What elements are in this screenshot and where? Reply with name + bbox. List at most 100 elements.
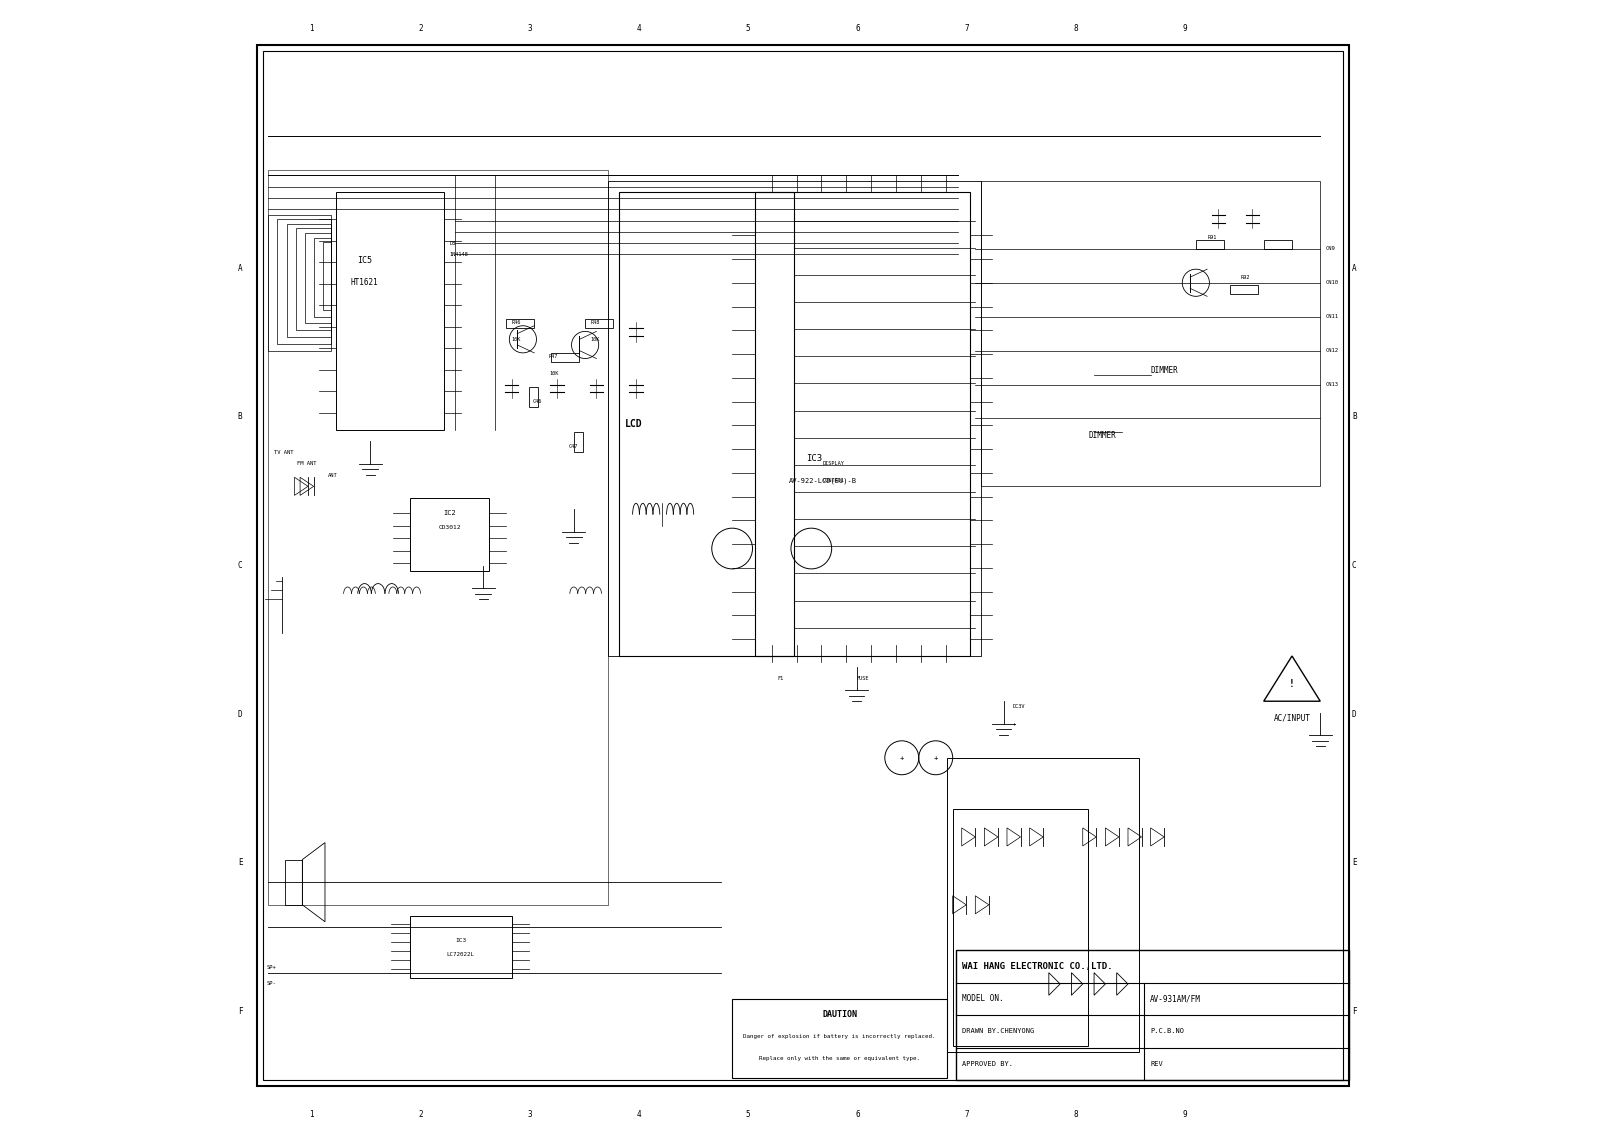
Text: +: +	[933, 754, 938, 761]
Text: B: B	[1352, 413, 1357, 422]
Text: D: D	[238, 709, 243, 718]
Text: R91: R91	[1206, 235, 1216, 240]
Text: CN11: CN11	[1326, 314, 1339, 319]
Text: REV: REV	[1150, 1061, 1163, 1067]
Bar	[506, 319, 534, 328]
Bar	[586, 319, 613, 328]
Text: P.C.B.NO: P.C.B.NO	[1150, 1028, 1184, 1035]
Text: AC/INPUT: AC/INPUT	[1274, 714, 1310, 723]
Text: R47: R47	[549, 354, 558, 359]
Text: 6: 6	[854, 1110, 859, 1119]
Text: IC3: IC3	[454, 939, 466, 943]
Text: IC2: IC2	[443, 510, 456, 517]
Bar	[1264, 240, 1291, 249]
Text: 4: 4	[637, 24, 642, 33]
Text: R48: R48	[590, 320, 600, 325]
Text: C46: C46	[533, 399, 542, 404]
Text: CD3012: CD3012	[438, 525, 461, 529]
Text: +: +	[899, 754, 904, 761]
Text: 1: 1	[309, 24, 314, 33]
Text: F1: F1	[778, 676, 784, 681]
Bar	[269, 170, 608, 905]
Text: 1: 1	[309, 1110, 314, 1119]
Text: ANT: ANT	[328, 473, 338, 477]
Text: 2: 2	[419, 1110, 422, 1119]
Text: FUSE: FUSE	[856, 676, 869, 681]
Text: 4: 4	[637, 1110, 642, 1119]
Text: DISPLAY: DISPLAY	[822, 461, 845, 466]
Text: CN9: CN9	[1326, 247, 1336, 251]
Text: Replace only with the same or equivalent type.: Replace only with the same or equivalent…	[758, 1055, 920, 1061]
Bar	[574, 432, 582, 452]
Text: 9: 9	[1182, 24, 1187, 33]
Text: SP+: SP+	[266, 965, 275, 969]
Text: R92: R92	[1242, 275, 1251, 279]
Text: IC5: IC5	[357, 256, 373, 265]
Bar	[285, 860, 302, 905]
Bar	[755, 192, 970, 656]
Text: DRAWN BY.CHENYONG: DRAWN BY.CHENYONG	[962, 1028, 1034, 1035]
Text: CN12: CN12	[1326, 348, 1339, 353]
Text: F: F	[238, 1007, 243, 1016]
Text: B: B	[238, 413, 243, 422]
Text: DIMMER: DIMMER	[1088, 431, 1117, 440]
Bar	[947, 758, 1139, 1052]
Text: FM ANT: FM ANT	[296, 461, 317, 466]
Text: C: C	[1352, 561, 1357, 570]
Text: SP-: SP-	[266, 982, 275, 986]
Text: 10K: 10K	[590, 337, 600, 342]
Text: 8: 8	[1074, 1110, 1078, 1119]
Text: 10K: 10K	[512, 337, 522, 342]
Text: CN10: CN10	[1326, 280, 1339, 285]
Text: CONTROL: CONTROL	[822, 478, 845, 483]
Text: WAI HANG ELECTRONIC CO.,LTD.: WAI HANG ELECTRONIC CO.,LTD.	[962, 961, 1112, 970]
Text: Danger of explosion if battery is incorrectly replaced.: Danger of explosion if battery is incorr…	[744, 1034, 936, 1039]
Text: C: C	[238, 561, 243, 570]
Text: E: E	[1352, 858, 1357, 867]
Text: 7: 7	[965, 24, 970, 33]
Bar	[1230, 285, 1258, 294]
Text: A: A	[1352, 264, 1357, 273]
Text: 3: 3	[528, 1110, 533, 1119]
Bar	[981, 181, 1320, 486]
Bar	[314, 238, 331, 317]
Text: 2: 2	[419, 24, 422, 33]
Bar	[952, 809, 1088, 1046]
Text: HT1621: HT1621	[350, 278, 379, 287]
Text: F: F	[1352, 1007, 1357, 1016]
Text: A: A	[238, 264, 243, 273]
Text: 5: 5	[746, 1110, 750, 1119]
Text: LC72022L: LC72022L	[446, 952, 475, 957]
Bar	[336, 192, 443, 430]
Text: AV-931AM/FM: AV-931AM/FM	[1150, 994, 1202, 1003]
Text: 3: 3	[528, 24, 533, 33]
Text: DC3V: DC3V	[1013, 705, 1026, 709]
Bar	[286, 224, 331, 337]
Bar	[410, 498, 490, 571]
Text: 7: 7	[965, 1110, 970, 1119]
Text: D: D	[1352, 709, 1357, 718]
Text: !: !	[1290, 680, 1294, 689]
Text: LCD: LCD	[624, 420, 642, 429]
Bar	[550, 353, 579, 362]
Bar	[323, 242, 331, 310]
Text: 6: 6	[854, 24, 859, 33]
Bar	[269, 215, 331, 351]
Bar	[304, 233, 331, 323]
Bar	[619, 192, 794, 656]
Text: 9: 9	[1182, 1110, 1187, 1119]
Text: MODEL ON.: MODEL ON.	[962, 994, 1003, 1003]
Text: 1N4148: 1N4148	[450, 252, 469, 257]
Bar	[528, 387, 538, 407]
Bar	[608, 181, 981, 656]
Text: D8: D8	[450, 241, 456, 245]
Text: 10K: 10K	[549, 371, 558, 375]
Bar	[277, 219, 331, 344]
Text: APPROVED BY.: APPROVED BY.	[962, 1061, 1013, 1067]
Bar	[957, 950, 1349, 1080]
Text: C47: C47	[568, 444, 578, 449]
Text: DAUTION: DAUTION	[822, 1010, 858, 1019]
Text: AV-922-LCD(EU)-B: AV-922-LCD(EU)-B	[789, 477, 856, 484]
Text: 8: 8	[1074, 24, 1078, 33]
Text: E: E	[238, 858, 243, 867]
